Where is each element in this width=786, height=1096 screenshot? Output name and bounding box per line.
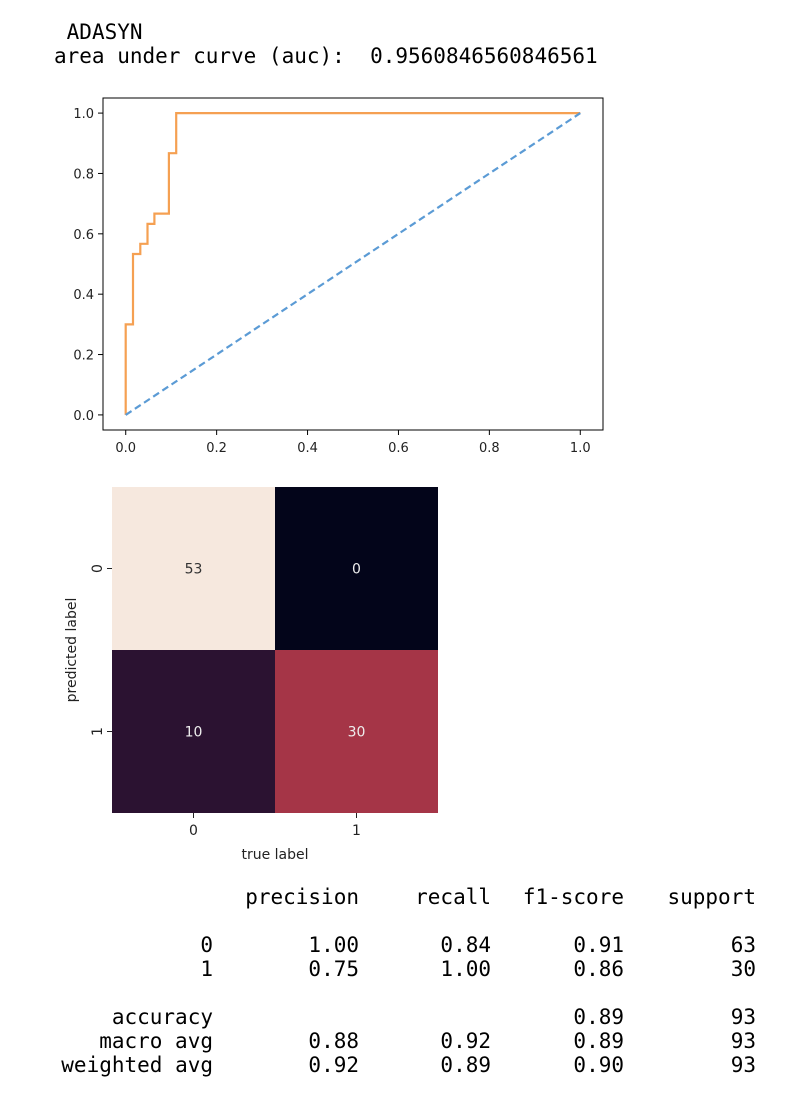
report-header-cell: f1-score: [522, 885, 624, 909]
cm-y-label: predicted label: [64, 598, 80, 703]
roc-y-axis: 0.0 0.2 0.4 0.6 0.8 1.0: [73, 107, 103, 424]
report-row-label: accuracy: [111, 1005, 213, 1029]
cm-cells: 53 0 10 30: [112, 487, 438, 813]
report-row-label: 1: [200, 957, 213, 981]
roc-plot-frame: [102, 97, 604, 431]
cm-cell-value: 10: [185, 725, 203, 741]
roc-x-tick-label: 0.4: [297, 441, 318, 456]
method-name-text: ADASYN: [66, 20, 143, 44]
roc-x-tick-label: 0.0: [115, 441, 136, 456]
report-value-cell: 1.00: [308, 933, 359, 957]
report-value-cell: 0.75: [308, 957, 359, 981]
report-value-cell: 0.90: [573, 1053, 624, 1077]
report-header-cell: precision: [245, 885, 359, 909]
roc-diagonal-line: [125, 112, 581, 416]
cm-x-tick-label: 0: [189, 823, 198, 839]
roc-y-tick-label: 0.8: [73, 167, 94, 182]
report-value-cell: 0.84: [440, 933, 491, 957]
cm-cell-value: 53: [185, 562, 203, 578]
cm-cell-value: 30: [348, 725, 366, 741]
cm-x-label: true label: [241, 847, 308, 863]
cm-cell: [112, 487, 275, 650]
report-value-cell: 93: [730, 1005, 756, 1029]
report-value-cell: 0.89: [440, 1053, 491, 1077]
roc-x-tick-label: 0.2: [206, 441, 227, 456]
confusion-matrix-chart: 53 010 30 0 101 true label predicted label: [64, 487, 438, 863]
roc-x-tick-label: 0.8: [479, 441, 500, 456]
roc-lines: [124, 111, 581, 416]
report-row-label: macro avg: [99, 1029, 213, 1053]
cm-y-tick-label: 1: [90, 727, 106, 736]
roc-x-axis: 0.0 0.2 0.4 0.6 0.8 1.0: [115, 430, 591, 456]
report-header-cell: support: [667, 885, 756, 909]
roc-y-tick-label: 0.6: [73, 228, 94, 243]
roc-y-tick-label: 0.4: [73, 288, 94, 303]
cm-x-tick-label: 1: [352, 823, 361, 839]
cm-cell: [275, 650, 438, 813]
roc-y-tick-label: 1.0: [73, 107, 94, 122]
report-header-cell: recall: [415, 885, 491, 909]
auc-label: area under curve (auc):: [54, 44, 358, 68]
report-value-cell: 0.92: [440, 1029, 491, 1053]
roc-y-tick-label: 0.0: [73, 409, 94, 424]
report-value-cell: 30: [730, 957, 756, 981]
roc-x-tick-label: 0.6: [388, 441, 409, 456]
roc-chart: 0.0 0.2 0.4 0.6 0.8 1.0 0.0 0.2 0.4 0.6 0.8 1.0: [73, 97, 604, 456]
roc-x-tick-label: 1.0: [570, 441, 591, 456]
report-value-cell: 93: [730, 1029, 756, 1053]
report-value-cell: 0.89: [573, 1029, 624, 1053]
report-row-label: 0: [200, 933, 213, 957]
report-row-label: weighted avg: [61, 1053, 213, 1077]
report-value-cell: 0.86: [573, 957, 624, 981]
auc-value: 0.9560846560846561: [370, 44, 598, 68]
report-value-cell: 0.88: [308, 1029, 359, 1053]
method-name: ADASYN: [54, 20, 598, 44]
cm-cell-value: 0: [352, 562, 361, 578]
report-value-cell: 0.91: [573, 933, 624, 957]
cm-cell: [275, 487, 438, 650]
report-value-cell: 63: [730, 933, 756, 957]
cm-cell: [112, 650, 275, 813]
report-value-cell: 1.00: [440, 957, 491, 981]
cm-ticks: 0 101: [90, 564, 361, 839]
report-value-cell: 0.89: [573, 1005, 624, 1029]
roc-curve-line: [124, 111, 581, 415]
cm-y-tick-label: 0: [90, 564, 106, 573]
auc-line: area under curve (auc): 0.95608465608465…: [54, 44, 598, 68]
report-value-cell: 93: [730, 1053, 756, 1077]
report-value-cell: 0.92: [308, 1053, 359, 1077]
output-header: ADASYN area under curve (auc): 0.95608465…: [54, 20, 598, 68]
roc-y-tick-label: 0.2: [73, 349, 94, 364]
